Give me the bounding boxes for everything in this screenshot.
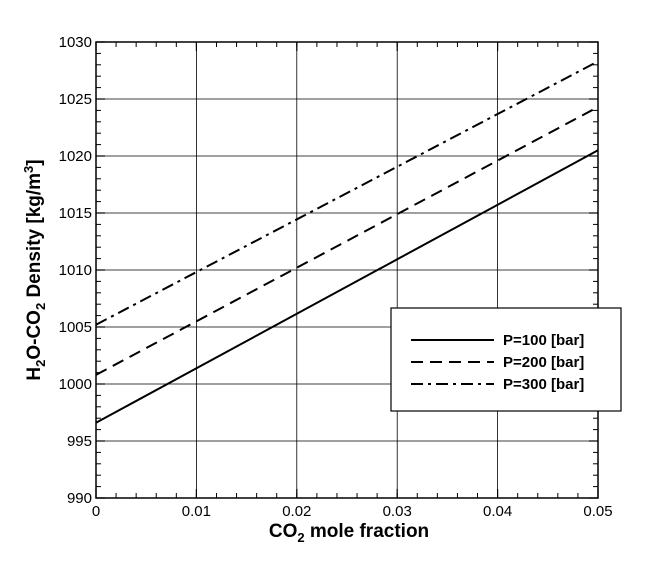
series-line-1 xyxy=(95,149,599,424)
legend-label-3: P=300 [bar] xyxy=(503,376,584,393)
y-tick-label: 1015 xyxy=(59,205,92,222)
legend-label-2: P=200 [bar] xyxy=(503,354,584,371)
x-tick-label: 0.02 xyxy=(282,503,311,520)
y-axis-title: H2O-CO2 Density [kg/m3] xyxy=(21,159,48,380)
series-line-3 xyxy=(95,60,599,326)
y-tick-label: 1000 xyxy=(59,376,92,393)
x-axis-title: CO2 mole fraction xyxy=(269,521,429,545)
x-tick-label: 0 xyxy=(92,503,100,520)
series-lines xyxy=(95,60,599,424)
y-tick-label: 1010 xyxy=(59,262,92,279)
grid-lines xyxy=(96,42,598,498)
tick-labels: 0 0.01 0.02 0.03 0.04 0.05 990 995 1000 1005 1010 1… xyxy=(59,34,613,520)
y-tick-label: 1030 xyxy=(59,34,92,51)
x-tick-label: 0.05 xyxy=(583,503,612,520)
y-tick-label: 995 xyxy=(67,433,92,450)
legend-box xyxy=(390,307,622,412)
y-tick-label: 1025 xyxy=(59,91,92,108)
x-tick-label: 0.03 xyxy=(383,503,412,520)
x-tick-label: 0.04 xyxy=(483,503,512,520)
legend: P=100 [bar] P=200 [bar] P=300 [bar] xyxy=(390,307,622,412)
y-tick-label: 990 xyxy=(67,490,92,507)
y-tick-label: 1020 xyxy=(59,148,92,165)
x-tick-label: 0.01 xyxy=(182,503,211,520)
y-tick-label: 1005 xyxy=(59,319,92,336)
legend-label-1: P=100 [bar] xyxy=(503,332,584,349)
